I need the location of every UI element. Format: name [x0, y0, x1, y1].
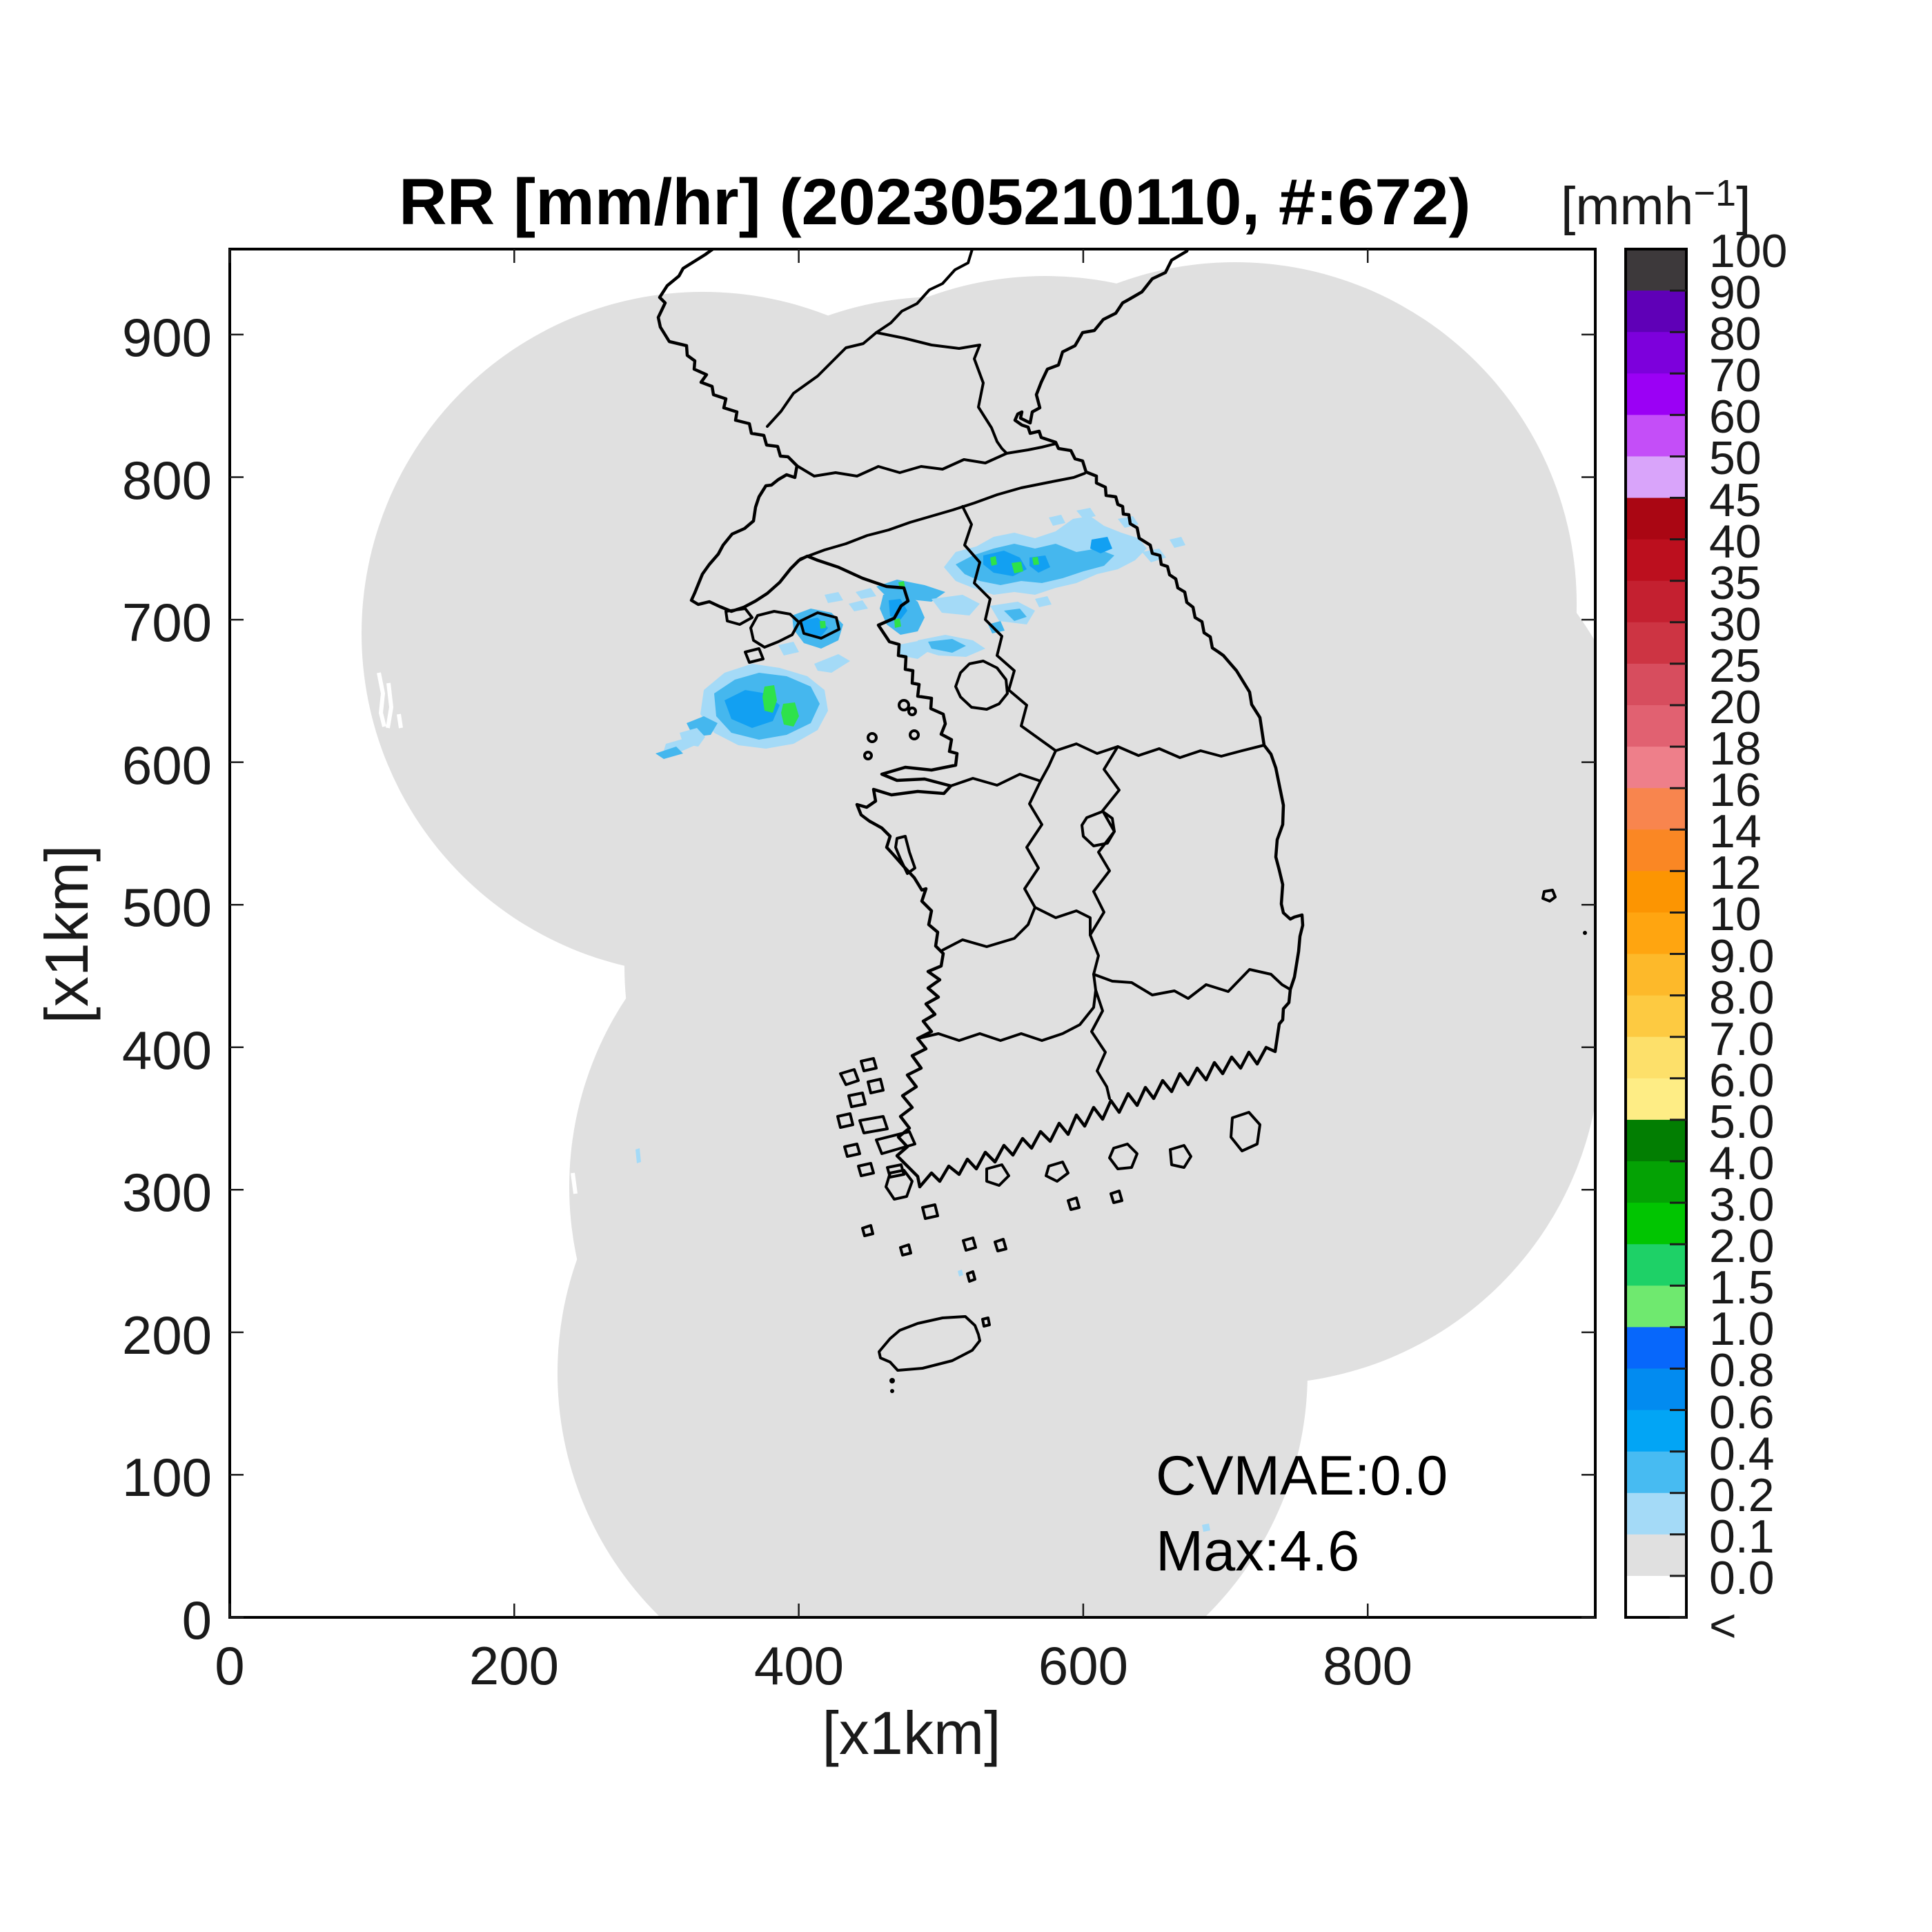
- svg-text:4.0: 4.0: [1709, 1137, 1775, 1190]
- svg-text:800: 800: [122, 450, 212, 511]
- svg-text:12: 12: [1709, 847, 1762, 899]
- svg-text:60: 60: [1709, 391, 1762, 443]
- svg-text:2.0: 2.0: [1709, 1220, 1775, 1272]
- svg-text:45: 45: [1709, 474, 1762, 526]
- svg-text:0.8: 0.8: [1709, 1344, 1775, 1397]
- svg-text:600: 600: [1038, 1635, 1128, 1696]
- svg-text:50: 50: [1709, 432, 1762, 484]
- svg-text:500: 500: [122, 877, 212, 938]
- svg-text:100: 100: [122, 1447, 212, 1508]
- svg-text:400: 400: [754, 1635, 844, 1696]
- svg-text:RR [mm/hr] (202305210110, #:67: RR [mm/hr] (202305210110, #:672): [399, 166, 1471, 239]
- svg-text:14: 14: [1709, 805, 1762, 858]
- svg-text:[x1km]: [x1km]: [32, 845, 101, 1023]
- svg-text:900: 900: [122, 307, 212, 368]
- svg-text:200: 200: [469, 1635, 559, 1696]
- svg-text:0.4: 0.4: [1709, 1428, 1775, 1480]
- svg-text:0: 0: [182, 1590, 212, 1650]
- svg-text:600: 600: [122, 735, 212, 796]
- svg-text:35: 35: [1709, 557, 1762, 609]
- svg-text:3.0: 3.0: [1709, 1179, 1775, 1231]
- svg-text:[x1km]: [x1km]: [822, 1699, 1000, 1767]
- svg-text:0: 0: [215, 1635, 244, 1696]
- svg-text:70: 70: [1709, 349, 1762, 402]
- svg-text:16: 16: [1709, 764, 1762, 816]
- svg-text:0.1: 0.1: [1709, 1510, 1775, 1563]
- svg-text:200: 200: [122, 1305, 212, 1366]
- svg-text:5.0: 5.0: [1709, 1096, 1775, 1148]
- svg-text:9.0: 9.0: [1709, 930, 1775, 983]
- svg-text:0.2: 0.2: [1709, 1469, 1775, 1521]
- svg-text:0.0: 0.0: [1709, 1552, 1775, 1604]
- svg-text:18: 18: [1709, 722, 1762, 775]
- svg-text:1.0: 1.0: [1709, 1303, 1775, 1355]
- svg-text:40: 40: [1709, 515, 1762, 568]
- svg-text:10: 10: [1709, 888, 1762, 940]
- svg-text:CVMAE:0.0: CVMAE:0.0: [1156, 1445, 1448, 1507]
- svg-text:0.6: 0.6: [1709, 1386, 1775, 1439]
- svg-text:7.0: 7.0: [1709, 1013, 1775, 1065]
- svg-text:80: 80: [1709, 308, 1762, 360]
- svg-text:30: 30: [1709, 598, 1762, 651]
- svg-text:100: 100: [1709, 225, 1787, 277]
- svg-text:700: 700: [122, 592, 212, 653]
- svg-text:1.5: 1.5: [1709, 1261, 1775, 1314]
- svg-text:400: 400: [122, 1020, 212, 1081]
- svg-text:<: <: [1709, 1599, 1737, 1652]
- svg-text:8.0: 8.0: [1709, 972, 1775, 1024]
- svg-text:Max:4.6: Max:4.6: [1156, 1519, 1359, 1583]
- svg-text:6.0: 6.0: [1709, 1054, 1775, 1107]
- svg-text:20: 20: [1709, 681, 1762, 733]
- svg-text:90: 90: [1709, 266, 1762, 319]
- svg-text:300: 300: [122, 1162, 212, 1223]
- svg-text:800: 800: [1323, 1635, 1412, 1696]
- svg-text:25: 25: [1709, 640, 1762, 692]
